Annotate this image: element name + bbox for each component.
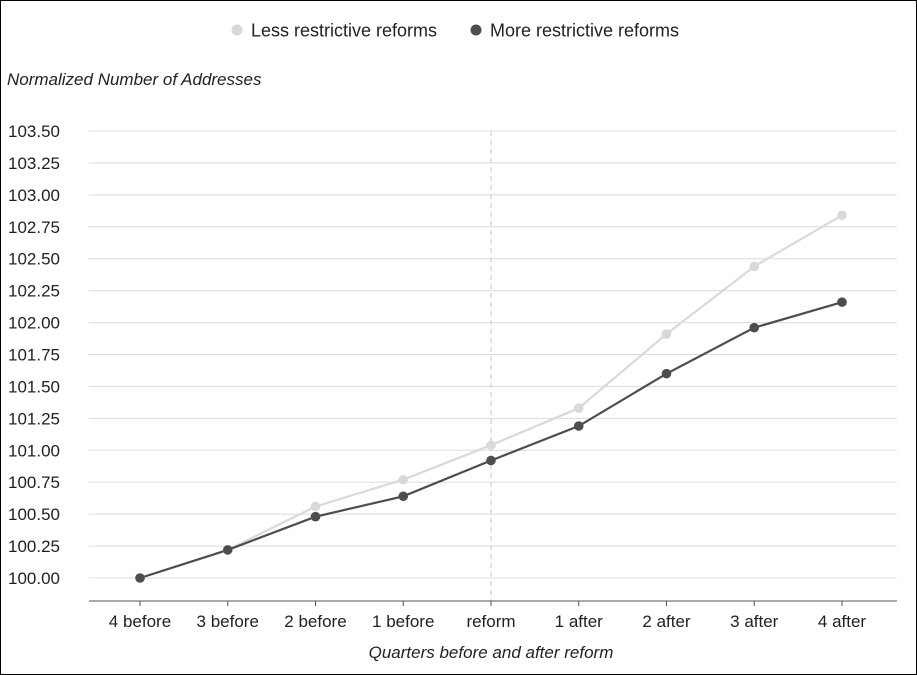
gridlines: [89, 130, 897, 579]
data-point: [310, 501, 321, 512]
data-point: [573, 421, 584, 431]
data-point: [837, 297, 847, 307]
x-tick-label: 2 before: [284, 612, 346, 631]
legend-label-more-restrictive: More restrictive reforms: [490, 21, 679, 41]
y-tick-label: 101.50: [8, 377, 60, 396]
legend: Less restrictive reforms More restrictiv…: [231, 21, 679, 41]
legend-marker-more-restrictive: [470, 24, 482, 36]
data-point: [310, 511, 321, 522]
data-point: [573, 403, 584, 413]
y-tick-label: 100.00: [8, 569, 60, 588]
legend-marker-less-restrictive: [231, 24, 243, 36]
x-tick-label: reform: [466, 612, 515, 631]
x-tick-label: 2 after: [642, 612, 691, 631]
y-tick-label: 102.75: [8, 218, 60, 237]
data-point: [749, 322, 760, 333]
x-tick-labels: 4 before 3 before 2 before 1 before reform 1 …: [109, 601, 867, 631]
x-tick-label: 4 before: [109, 612, 171, 631]
data-point: [135, 573, 145, 583]
x-tick-label: 1 before: [372, 612, 434, 631]
y-tick-label: 101.25: [8, 409, 60, 428]
data-point: [486, 440, 496, 450]
y-tick-label: 102.50: [8, 250, 60, 269]
series-points: [135, 210, 847, 583]
data-point: [661, 368, 672, 379]
y-axis-label: Normalized Number of Addresses: [7, 70, 262, 89]
y-tick-label: 100.25: [8, 537, 60, 556]
y-tick-label: 103.25: [8, 154, 60, 173]
data-point: [661, 329, 672, 339]
data-point: [486, 455, 496, 466]
y-tick-label: 100.50: [8, 505, 60, 524]
y-tick-label: 102.00: [8, 314, 60, 333]
y-tick-label: 101.75: [8, 346, 60, 365]
data-point: [837, 210, 847, 221]
x-tick-label: 3 before: [197, 612, 259, 631]
x-tick-label: 3 after: [730, 612, 779, 631]
y-tick-labels: 100.00 100.25 100.50 100.75 101.00 101.25 101.…: [8, 122, 60, 588]
y-tick-label: 100.75: [8, 473, 60, 492]
y-tick-label: 103.00: [8, 186, 60, 205]
x-tick-label: 1 after: [555, 612, 604, 631]
legend-label-less-restrictive: Less restrictive reforms: [251, 21, 437, 41]
data-point: [222, 545, 233, 555]
data-point: [749, 261, 760, 272]
y-tick-label: 101.00: [8, 441, 60, 460]
y-tick-label: 102.25: [8, 282, 60, 301]
x-axis-label: Quarters before and after reform: [369, 643, 614, 662]
data-point: [398, 491, 409, 502]
y-tick-label: 103.50: [8, 122, 60, 141]
data-point: [398, 474, 409, 485]
x-tick-label: 4 after: [818, 612, 867, 631]
